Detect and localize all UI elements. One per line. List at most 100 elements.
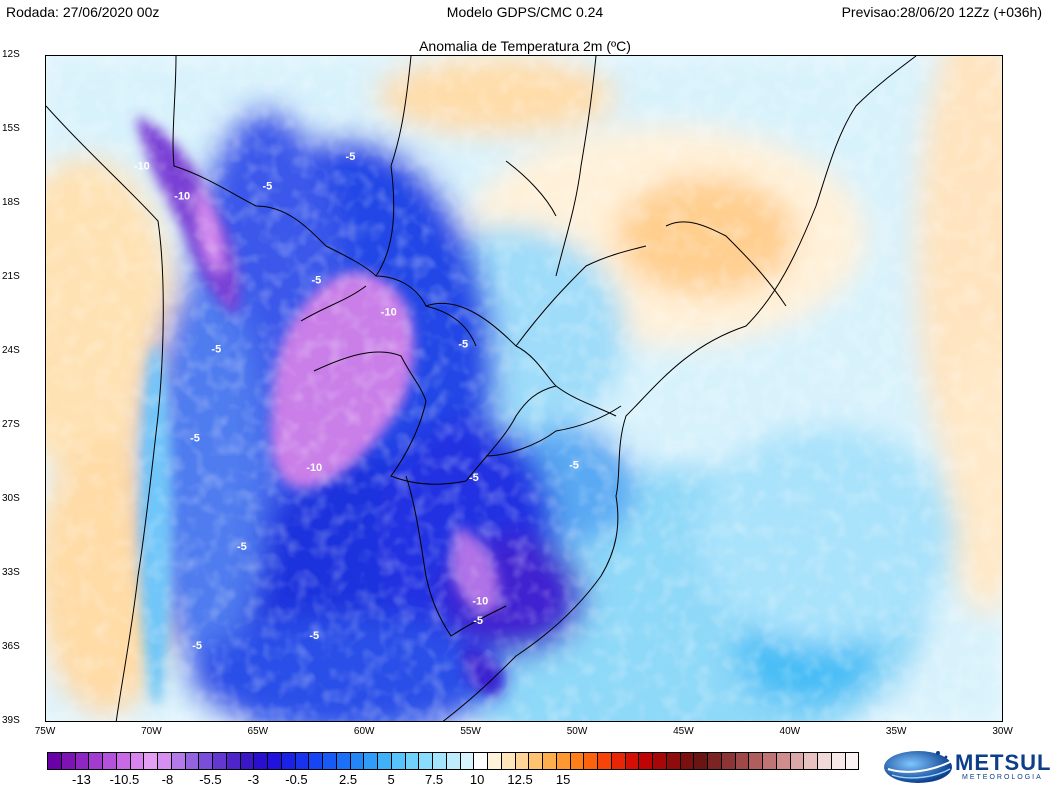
run-label: Rodada: 27/06/2020 00z [6,4,160,20]
metsul-logo-icon [884,751,953,783]
colorbar-tick-label: -8 [161,772,174,787]
colorbar-swatch [831,753,846,769]
colorbar-swatch [405,753,420,769]
colorbar-swatch [845,753,859,769]
colorbar-swatch [488,753,502,769]
colorbar-swatch [254,753,268,769]
model-label: Modelo GDPS/CMC 0.24 [446,4,604,20]
colorbar-tick-label: 12.5 [507,772,533,787]
colorbar-swatch [680,753,695,769]
lat-tick-label: 21S [2,271,20,282]
colorbar-swatch [460,753,475,769]
lat-tick-label: 36S [2,641,20,652]
noise-texture [46,56,1002,721]
lat-tick-label: 18S [2,197,20,208]
lon-tick-label: 75W [34,726,56,737]
colorbar-swatch [350,753,365,769]
colorbar-swatch [185,753,200,769]
contour-label: -5 [469,472,479,484]
colorbar-swatch [570,753,585,769]
lat-tick-label: 12S [2,49,20,60]
contour-label: -5 [311,274,321,286]
colorbar-swatch [694,753,708,769]
colorbar-swatch [419,753,433,769]
colorbar-swatch [721,753,736,769]
colorbar-swatch [625,753,640,769]
forecast-label: Previsao:28/06/20 12Zz (+036h) [841,4,1042,20]
colorbar-swatch [556,753,571,769]
colorbar-swatch [584,753,598,769]
colorbar-swatch [75,753,90,769]
lon-tick-label: 50W [566,726,588,737]
colorbar-swatch [515,753,530,769]
colorbar-swatch [323,753,337,769]
colorbar-swatch [364,753,378,769]
anomaly-map: -10 -10 -5 -5 -5 -10 -5 -5 -5 -10 -5 -5 -5 -10 -5 -5 -5 [46,56,1002,721]
colorbar-swatch [268,753,282,769]
colorbar-swatch [199,753,213,769]
colorbar-swatch [116,753,131,769]
colorbar-swatch [790,753,805,769]
colorbar-swatch [501,753,516,769]
lat-tick-label: 33S [2,567,20,578]
map-panel: -10 -10 -5 -5 -5 -10 -5 -5 -5 -10 -5 -5 -5 -10 -5 -5 -5 [45,55,1003,722]
colorbar-swatch [48,753,62,769]
contour-label: -5 [211,343,221,355]
colorbar-swatch [336,753,351,769]
contour-label: -10 [174,190,190,202]
contour-label: -5 [473,615,483,627]
colorbar-swatch [158,753,172,769]
colorbar-swatch [144,753,158,769]
contour-label: -5 [192,640,202,652]
lon-tick-label: 65W [247,726,269,737]
colorbar-swatch [378,753,392,769]
colorbar-swatch [433,753,447,769]
colorbar [47,752,859,770]
contour-label: -5 [569,460,579,472]
colorbar-tick-label: 10 [469,772,485,787]
lon-tick-label: 70W [141,726,162,737]
colorbar-tick-label: -5.5 [199,772,222,787]
lat-tick-label: 27S [2,419,20,430]
colorbar-swatch [309,753,323,769]
colorbar-swatch [804,753,818,769]
colorbar-swatch [666,753,681,769]
colorbar-swatch [639,753,653,769]
colorbar-swatch [474,753,488,769]
colorbar-swatch [61,753,76,769]
lat-tick-label: 30S [2,493,20,504]
colorbar-swatch [763,753,777,769]
colorbar-swatch [213,753,227,769]
colorbar-tick-label: -3 [247,772,260,787]
contour-label: -10 [472,595,488,607]
lat-tick-label: 39S [2,715,20,726]
lon-tick-label: 55W [460,726,481,737]
contour-label: -5 [263,180,273,192]
lon-tick-label: 45W [673,726,694,737]
colorbar-swatch [446,753,461,769]
contour-label: -10 [381,306,397,318]
colorbar-swatch [171,753,186,769]
lat-tick-label: 24S [2,345,20,356]
colorbar-tick-label: -13 [72,772,91,787]
colorbar-swatch [103,753,117,769]
colorbar-swatch [295,753,310,769]
colorbar-swatch [240,753,255,769]
colorbar-tick-label: 2.5 [339,772,358,787]
colorbar-swatch [226,753,241,769]
contour-label: -5 [309,630,319,642]
colorbar-swatch [281,753,296,769]
colorbar-swatch [776,753,791,769]
contour-label: -10 [306,462,322,474]
colorbar-tick-label: 7.5 [425,772,444,787]
map-subtitle: Anomalia de Temperatura 2m (ºC) [419,38,631,54]
lat-tick-label: 15S [2,123,20,134]
colorbar-tick-label: 5 [387,772,395,787]
colorbar-swatch [735,753,750,769]
colorbar-swatch [749,753,763,769]
colorbar-swatch [653,753,667,769]
logo-name: METSUL [955,750,1050,775]
lon-tick-label: 30W [992,726,1013,737]
lon-tick-label: 60W [353,726,375,737]
colorbar-swatch [818,753,832,769]
